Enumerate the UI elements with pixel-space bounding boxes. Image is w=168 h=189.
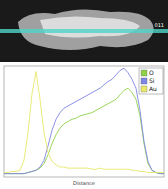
plot-frame [4, 66, 164, 177]
legend-label: O [149, 69, 154, 76]
particle-core [40, 16, 140, 37]
legend [139, 68, 163, 94]
legend-swatch [141, 70, 147, 76]
legend-swatch [141, 78, 147, 84]
series-line [4, 68, 164, 173]
micrograph [0, 0, 168, 62]
scan-label: 011 [154, 22, 164, 28]
x-axis-label: Distance [73, 180, 95, 186]
figure: 011 Distance OSiAu [0, 0, 168, 189]
series-group [4, 68, 164, 173]
legend-label: Au [149, 85, 157, 92]
legend-swatch [141, 86, 147, 92]
legend-label: Si [149, 77, 155, 84]
scan-line [0, 29, 168, 33]
